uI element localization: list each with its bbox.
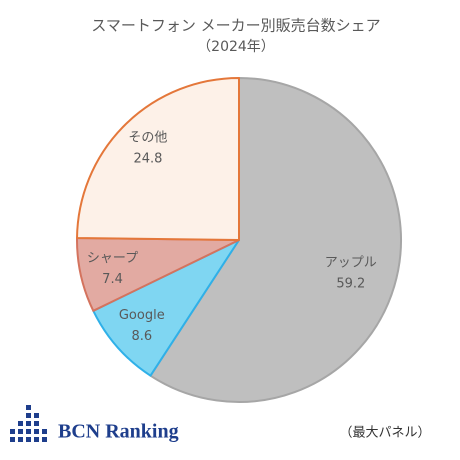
source-logo: BCN Ranking xyxy=(58,421,179,443)
pie-slice xyxy=(149,77,402,403)
slice-label: その他 xyxy=(128,130,167,145)
slice-label: シャープ xyxy=(87,251,138,266)
chart-subtitle: （2024年） xyxy=(197,39,275,55)
slice-label: アップル xyxy=(325,256,377,271)
logo-mark xyxy=(10,405,47,442)
slice-value: 7.4 xyxy=(102,272,123,287)
pie-slice xyxy=(76,77,240,241)
slice-value: 24.8 xyxy=(133,151,162,166)
chart-title: スマートフォン メーカー別販売台数シェア xyxy=(91,17,380,35)
slice-value: 8.6 xyxy=(131,329,152,344)
slice-label: Google xyxy=(119,308,165,323)
pie-slice xyxy=(92,239,240,377)
slice-value: 59.2 xyxy=(336,277,365,292)
note: （最大パネル） xyxy=(339,426,430,441)
